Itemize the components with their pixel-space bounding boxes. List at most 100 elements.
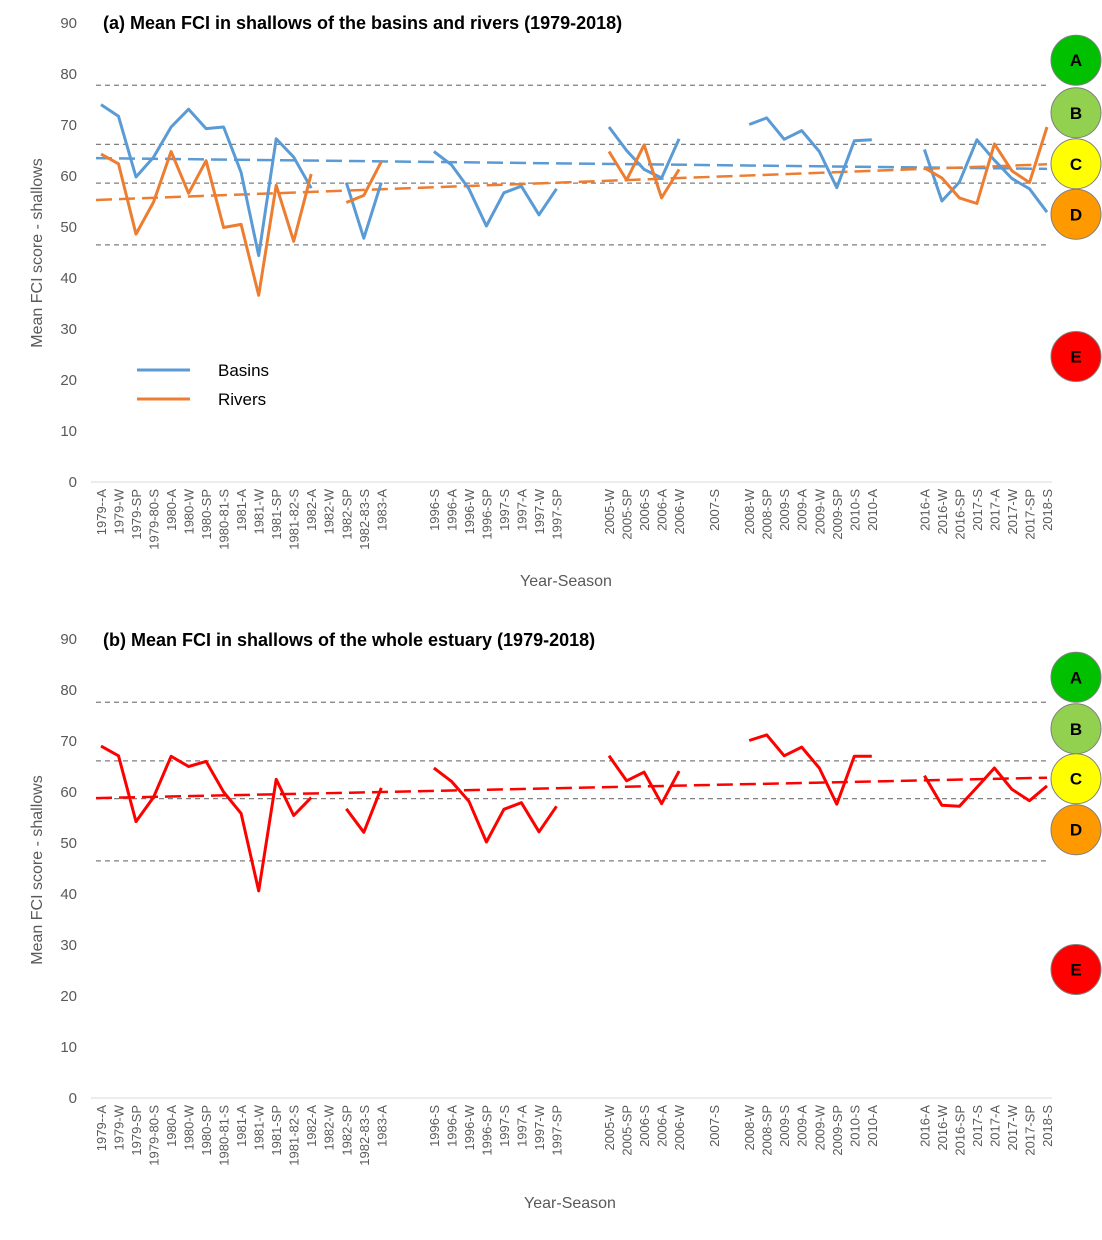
chart-a-xtick-label: 1979-W [112,488,127,534]
chart-b: (b) Mean FCI in shallows of the whole es… [29,630,1102,1212]
chart-b-ytick-label: 80 [60,682,77,699]
chart-b-grade-b-label: B [1070,720,1082,739]
chart-a-ylabel: Mean FCI score - shallows [29,158,46,347]
chart-b-xtick-label: 2007-S [707,1105,722,1147]
chart-a-series-basins-line [607,126,681,180]
chart-a-xtick-label: 2010-A [865,489,880,531]
chart-a-xtick-label: 1996-SP [479,489,494,540]
chart-b-xtick-label: 1982-W [322,1104,337,1150]
chart-a-series-rivers-line [345,161,383,204]
chart-b-grade-d-label: D [1070,821,1082,840]
chart-b-xtick-label: 1980-SP [199,1105,214,1156]
chart-a-xtick-label: 1996-A [444,489,459,531]
chart-a-xtick-label: 2005-W [602,488,617,534]
chart-a-ytick-label: 60 [60,168,77,185]
chart-a-trendline [95,163,1048,202]
chart-a-series-basins-line [748,116,872,190]
chart-b-series-estuary-line [100,744,313,893]
chart-a-xtick-label: 2010-S [847,489,862,531]
chart-b-xtick-label: 1979--A [94,1105,109,1152]
chart-a-series-basins-line [100,103,313,258]
chart-b-ytick-label: 40 [60,886,77,903]
chart-b-xtick-label: 1979-W [112,1104,127,1150]
chart-b-ytick-label: 30 [60,937,77,954]
legend-label-rivers: Rivers [218,390,266,409]
chart-b-xtick-label: 2009-W [812,1104,827,1150]
chart-b-xtick-label: 1981-82-S [287,1105,302,1166]
chart-a-xtick-label: 2008-W [742,488,757,534]
chart-a-xlabel: Year-Season [520,573,612,590]
chart-b-xtick-label: 2005-SP [620,1105,635,1156]
chart-a-series-rivers-line [607,143,681,200]
chart-a-ytick-label: 80 [60,66,77,83]
chart-b-xtick-label: 2008-W [742,1104,757,1150]
chart-a-xtick-label: 1980-81-S [217,489,232,550]
chart-b-xtick-label: 1997-W [532,1104,547,1150]
chart-a-grade-a-label: A [1070,51,1082,70]
chart-b-xtick-label: 2017-SP [1022,1105,1037,1156]
chart-b-xtick-label: 1981-SP [269,1105,284,1156]
chart-b-xtick-label: 1997-SP [549,1105,564,1156]
chart-a-xtick-label: 2005-SP [620,489,635,540]
chart-a-ytick-label: 70 [60,117,77,134]
chart-a-xtick-label: 1980-A [164,489,179,531]
chart-b-xtick-label: 2009-S [777,1105,792,1147]
chart-a-xtick-label: 1997-S [497,489,512,531]
chart-a-xtick-label: 2006-S [637,489,652,531]
chart-b-ytick-label: 0 [69,1090,77,1107]
chart-b-grade-c-circle [1050,753,1102,805]
chart-b-ytick-label: 60 [60,784,77,801]
chart-b-xtick-label: 1996-SP [479,1105,494,1156]
chart-b-series-estuary-line [748,733,872,806]
chart-a-xtick-label: 1983-A [374,489,389,531]
chart-b-series-estuary-line [607,754,681,806]
chart-b-grade-c-label: C [1070,770,1082,789]
chart-b-xtick-label: 1979-SP [129,1105,144,1156]
chart-a-xtick-label: 1997-SP [549,489,564,540]
chart-a-xtick-label: 2017-SP [1022,489,1037,540]
chart-b-xtick-label: 2006-W [672,1104,687,1150]
chart-b-xtick-label: 2010-S [847,1105,862,1147]
chart-b-ytick-label: 70 [60,733,77,750]
chart-a-title: (a) Mean FCI in shallows of the basins a… [103,13,622,33]
chart-b-xtick-label: 2009-A [795,1105,810,1147]
chart-b-xtick-label: 1996-S [427,1105,442,1147]
chart-a-xtick-label: 2016-A [917,489,932,531]
chart-a-xtick-label: 1996-S [427,489,442,531]
chart-b-xtick-label: 1997-A [514,1105,529,1147]
chart-a-xtick-label: 2008-SP [760,489,775,540]
chart-a-series-rivers-line [923,126,1049,205]
chart-a-xtick-label: 2009-W [812,488,827,534]
chart-a-series-basins-line [922,138,1049,214]
chart-a-xtick-label: 1981-82-S [287,489,302,550]
chart-b-grade-a-circle [1050,651,1102,703]
chart-b-grade-d-circle [1050,804,1102,856]
chart-b-xtick-label: 1981-W [252,1104,267,1150]
chart-b-series-estuary-line [923,766,1048,808]
chart-b-grade-e-label: E [1070,960,1081,979]
chart-b-ytick-label: 50 [60,835,77,852]
chart-a-xtick-label: 2006-W [672,488,687,534]
legend-label-basins: Basins [218,361,269,380]
chart-a-xtick-label: 2007-S [707,489,722,531]
chart-b-ylabel: Mean FCI score - shallows [29,775,46,964]
chart-a-xtick-label: 1981-SP [269,489,284,540]
chart-b-xtick-label: 2005-W [602,1104,617,1150]
chart-a-xtick-label: 1981-A [234,489,249,531]
chart-a-xtick-label: 1997-A [514,489,529,531]
chart-b-xtick-label: 2017-S [970,1105,985,1147]
chart-a-series-rivers-line [100,150,313,297]
chart-b-xtick-label: 1982-83-S [357,1105,372,1166]
chart-b-xtick-label: 1979-80-S [147,1105,162,1166]
chart-b-xtick-label: 1997-S [497,1105,512,1147]
chart-b-trendline [95,776,1048,800]
chart-a-xtick-label: 2017-W [1005,488,1020,534]
chart-b-ytick-label: 90 [60,631,77,648]
chart-a-xtick-label: 1997-W [532,488,547,534]
chart-a: (a) Mean FCI in shallows of the basins a… [29,13,1102,590]
chart-b-series-estuary-line [345,787,383,834]
chart-a-xtick-label: 1996-W [462,488,477,534]
chart-a-series-basins-line [432,150,558,228]
chart-a-xtick-label: 1980-SP [199,489,214,540]
chart-b-xtick-label: 2016-W [935,1104,950,1150]
